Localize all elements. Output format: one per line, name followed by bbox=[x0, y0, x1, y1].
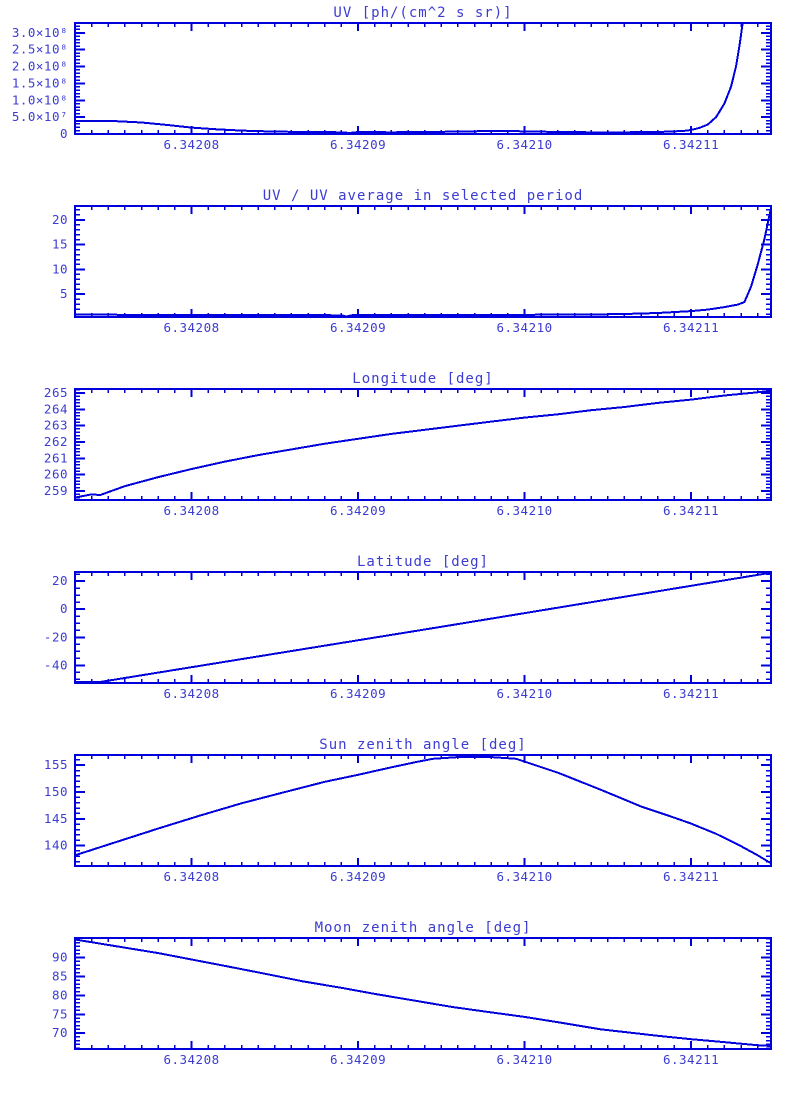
uv-chart-title: UV [ph/(cm^2 s sr)] bbox=[333, 5, 512, 21]
x-tick-label: 6.34208 bbox=[163, 320, 219, 335]
uv-ratio-chart-title: UV / UV average in selected period bbox=[263, 188, 584, 204]
x-tick-label: 6.34209 bbox=[330, 320, 386, 335]
latitude-line bbox=[75, 571, 771, 683]
y-tick-label: 5.0×10⁷ bbox=[12, 109, 68, 124]
y-tick-label: 265 bbox=[44, 385, 68, 400]
sun_zenith-line bbox=[75, 756, 771, 865]
x-tick-label: 6.34210 bbox=[496, 320, 552, 335]
uv_ratio-line bbox=[75, 207, 771, 318]
sun-zenith-chart-title: Sun zenith angle [deg] bbox=[319, 737, 526, 753]
x-tick-label: 6.34210 bbox=[496, 686, 552, 701]
y-tick-label: 10 bbox=[52, 261, 68, 276]
y-tick-label: 90 bbox=[52, 950, 68, 965]
y-tick-label: 20 bbox=[52, 573, 68, 588]
y-tick-label: 264 bbox=[44, 401, 68, 416]
panel-uv: UV [ph/(cm^2 s sr)] 6.34208 6.34209 6.3421… bbox=[0, 0, 800, 183]
longitude-chart: Longitude [deg] 6.34208 6.34209 6.34210 6.3… bbox=[44, 371, 772, 518]
y-tick-label: -20 bbox=[44, 629, 68, 644]
x-tick-label: 6.34210 bbox=[496, 869, 552, 884]
x-tick-label: 6.34211 bbox=[663, 137, 719, 152]
x-tick-label: 6.34211 bbox=[663, 320, 719, 335]
moon_zenith-line bbox=[75, 938, 771, 1047]
y-tick-label: 145 bbox=[44, 811, 68, 826]
y-tick-label: 1.5×10⁸ bbox=[12, 75, 68, 90]
uv-line bbox=[75, 22, 744, 135]
y-tick-label: 263 bbox=[44, 418, 68, 433]
x-tick-label: 6.34208 bbox=[163, 1052, 219, 1067]
panel-latitude: Latitude [deg] 6.34208 6.34209 6.34210 6.34… bbox=[0, 549, 800, 732]
longitude-chart-title: Longitude [deg] bbox=[352, 371, 493, 387]
x-tick-label: 6.34209 bbox=[330, 869, 386, 884]
y-tick-label: 15 bbox=[52, 237, 68, 252]
latitude-chart-title: Latitude [deg] bbox=[357, 554, 489, 570]
uv-ratio-chart: UV / UV average in selected period 6.342… bbox=[52, 188, 772, 335]
x-tick-label: 6.34210 bbox=[496, 137, 552, 152]
panel-sun-zenith: Sun zenith angle [deg] 6.34208 6.34209 6.3… bbox=[0, 732, 800, 915]
y-tick-label: 75 bbox=[52, 1006, 68, 1021]
x-tick-label: 6.34209 bbox=[330, 503, 386, 518]
y-tick-label: 20 bbox=[52, 212, 68, 227]
panel-moon-zenith: Moon zenith angle [deg] 6.34208 6.34209 6.… bbox=[0, 915, 800, 1100]
y-tick-label: 2.5×10⁸ bbox=[12, 42, 68, 57]
x-tick-label: 6.34211 bbox=[663, 686, 719, 701]
y-tick-label: 155 bbox=[44, 757, 68, 772]
panel-uv-ratio: UV / UV average in selected period 6.342… bbox=[0, 183, 800, 366]
y-tick-label: 260 bbox=[44, 467, 68, 482]
y-tick-label: 70 bbox=[52, 1025, 68, 1040]
y-tick-label: 0 bbox=[60, 601, 68, 616]
y-tick-label: 80 bbox=[52, 987, 68, 1002]
y-tick-label: 261 bbox=[44, 450, 68, 465]
x-tick-label: 6.34208 bbox=[163, 869, 219, 884]
moon-zenith-chart: Moon zenith angle [deg] 6.34208 6.34209 6.… bbox=[52, 920, 772, 1067]
uv-chart: UV [ph/(cm^2 s sr)] 6.34208 6.34209 6.3421… bbox=[12, 5, 772, 152]
x-tick-label: 6.34209 bbox=[330, 686, 386, 701]
y-tick-label: 1.0×10⁸ bbox=[12, 92, 68, 107]
y-tick-label: 2.0×10⁸ bbox=[12, 59, 68, 74]
y-tick-label: 5 bbox=[60, 286, 68, 301]
x-tick-label: 6.34210 bbox=[496, 503, 552, 518]
x-tick-label: 6.34211 bbox=[663, 1052, 719, 1067]
x-tick-label: 6.34210 bbox=[496, 1052, 552, 1067]
y-tick-label: 3.0×10⁸ bbox=[12, 25, 68, 40]
y-tick-label: 85 bbox=[52, 969, 68, 984]
x-tick-label: 6.34211 bbox=[663, 869, 719, 884]
y-tick-label: -40 bbox=[44, 657, 68, 672]
y-tick-label: 140 bbox=[44, 838, 68, 853]
sun-zenith-chart: Sun zenith angle [deg] 6.34208 6.34209 6.3… bbox=[44, 737, 772, 884]
latitude-chart: Latitude [deg] 6.34208 6.34209 6.34210 6.34… bbox=[44, 554, 772, 701]
y-tick-label: 262 bbox=[44, 434, 68, 449]
moon-zenith-chart-title: Moon zenith angle [deg] bbox=[315, 920, 532, 936]
x-tick-label: 6.34209 bbox=[330, 1052, 386, 1067]
panel-longitude: Longitude [deg] 6.34208 6.34209 6.34210 6.3… bbox=[0, 366, 800, 549]
x-tick-label: 6.34208 bbox=[163, 503, 219, 518]
y-tick-label: 259 bbox=[44, 483, 68, 498]
x-tick-label: 6.34208 bbox=[163, 137, 219, 152]
x-tick-label: 6.34209 bbox=[330, 137, 386, 152]
x-tick-label: 6.34208 bbox=[163, 686, 219, 701]
y-tick-label: 150 bbox=[44, 784, 68, 799]
y-tick-label: 0 bbox=[60, 126, 68, 141]
x-tick-label: 6.34211 bbox=[663, 503, 719, 518]
longitude-line bbox=[75, 389, 771, 499]
